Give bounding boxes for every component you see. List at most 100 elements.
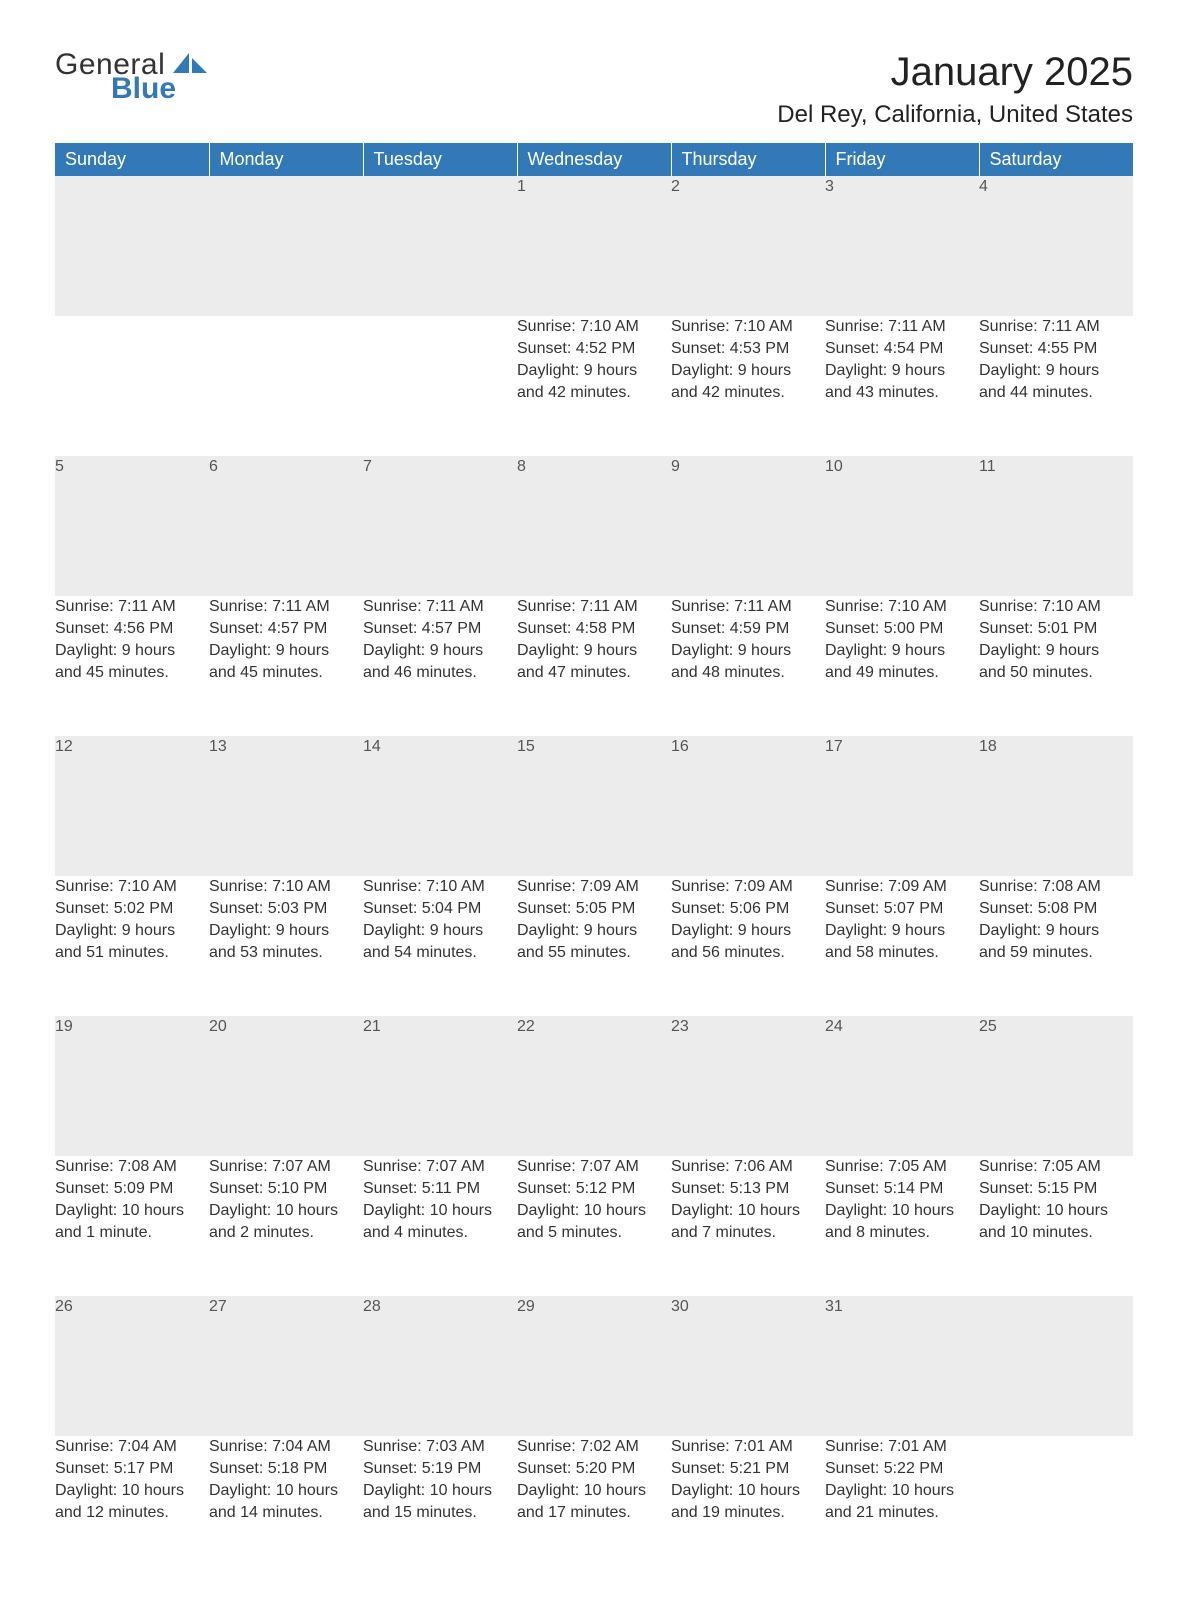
calendar-page: General Blue January 2025 Del Rey, Calif… <box>0 0 1188 1606</box>
day-l3: Daylight: 10 hours <box>825 1480 979 1502</box>
day-content-row: Sunrise: 7:10 AMSunset: 5:02 PMDaylight:… <box>55 876 1133 1016</box>
day-l1: Sunrise: 7:05 AM <box>979 1156 1133 1178</box>
day-l2: Sunset: 5:12 PM <box>517 1178 671 1200</box>
day-content-cell: Sunrise: 7:02 AMSunset: 5:20 PMDaylight:… <box>517 1436 671 1576</box>
day-l1: Sunrise: 7:07 AM <box>209 1156 363 1178</box>
day-l2: Sunset: 5:20 PM <box>517 1458 671 1480</box>
day-number-cell <box>209 176 363 316</box>
day-content-cell: Sunrise: 7:07 AMSunset: 5:12 PMDaylight:… <box>517 1156 671 1296</box>
day-l1: Sunrise: 7:10 AM <box>517 316 671 338</box>
day-l3: Daylight: 9 hours <box>671 640 825 662</box>
day-l1: Sunrise: 7:11 AM <box>825 316 979 338</box>
day-content-cell: Sunrise: 7:11 AMSunset: 4:57 PMDaylight:… <box>363 596 517 736</box>
day-content-cell: Sunrise: 7:09 AMSunset: 5:05 PMDaylight:… <box>517 876 671 1016</box>
day-l1: Sunrise: 7:09 AM <box>825 876 979 898</box>
day-content-cell: Sunrise: 7:05 AMSunset: 5:15 PMDaylight:… <box>979 1156 1133 1296</box>
day-l3: Daylight: 9 hours <box>209 920 363 942</box>
day-l1: Sunrise: 7:01 AM <box>671 1436 825 1458</box>
day-number-cell: 8 <box>517 456 671 596</box>
day-l3: Daylight: 9 hours <box>825 640 979 662</box>
day-number-row: 567891011 <box>55 456 1133 596</box>
day-l2: Sunset: 4:56 PM <box>55 618 209 640</box>
day-number-cell: 31 <box>825 1296 979 1436</box>
day-l4: and 44 minutes. <box>979 382 1133 404</box>
day-l1: Sunrise: 7:04 AM <box>55 1436 209 1458</box>
weekday-header: Friday <box>825 143 979 176</box>
day-content-cell: Sunrise: 7:10 AMSunset: 4:53 PMDaylight:… <box>671 316 825 456</box>
day-number-cell: 19 <box>55 1016 209 1156</box>
weekday-header: Sunday <box>55 143 209 176</box>
day-l4: and 50 minutes. <box>979 662 1133 684</box>
day-number-cell: 4 <box>979 176 1133 316</box>
day-l2: Sunset: 4:55 PM <box>979 338 1133 360</box>
day-l3: Daylight: 9 hours <box>979 360 1133 382</box>
day-l2: Sunset: 4:57 PM <box>209 618 363 640</box>
day-content-cell: Sunrise: 7:07 AMSunset: 5:11 PMDaylight:… <box>363 1156 517 1296</box>
day-number-cell: 28 <box>363 1296 517 1436</box>
weekday-header: Thursday <box>671 143 825 176</box>
day-l2: Sunset: 5:06 PM <box>671 898 825 920</box>
weekday-header-row: Sunday Monday Tuesday Wednesday Thursday… <box>55 143 1133 176</box>
day-number-cell: 15 <box>517 736 671 876</box>
day-content-cell <box>209 316 363 456</box>
day-content-cell: Sunrise: 7:11 AMSunset: 4:59 PMDaylight:… <box>671 596 825 736</box>
day-l3: Daylight: 10 hours <box>209 1480 363 1502</box>
day-content-cell: Sunrise: 7:03 AMSunset: 5:19 PMDaylight:… <box>363 1436 517 1576</box>
day-number-cell: 5 <box>55 456 209 596</box>
day-content-cell: Sunrise: 7:09 AMSunset: 5:07 PMDaylight:… <box>825 876 979 1016</box>
day-l2: Sunset: 5:09 PM <box>55 1178 209 1200</box>
day-content-cell: Sunrise: 7:11 AMSunset: 4:56 PMDaylight:… <box>55 596 209 736</box>
day-l4: and 58 minutes. <box>825 942 979 964</box>
day-l3: Daylight: 10 hours <box>363 1480 517 1502</box>
day-l3: Daylight: 10 hours <box>55 1480 209 1502</box>
day-l2: Sunset: 4:54 PM <box>825 338 979 360</box>
day-l4: and 51 minutes. <box>55 942 209 964</box>
day-l2: Sunset: 5:05 PM <box>517 898 671 920</box>
day-l3: Daylight: 9 hours <box>55 920 209 942</box>
day-l4: and 12 minutes. <box>55 1502 209 1524</box>
day-l4: and 49 minutes. <box>825 662 979 684</box>
weekday-header: Saturday <box>979 143 1133 176</box>
day-l3: Daylight: 9 hours <box>55 640 209 662</box>
day-l4: and 8 minutes. <box>825 1222 979 1244</box>
day-l3: Daylight: 9 hours <box>517 920 671 942</box>
day-l4: and 46 minutes. <box>363 662 517 684</box>
day-l4: and 43 minutes. <box>825 382 979 404</box>
day-l1: Sunrise: 7:10 AM <box>209 876 363 898</box>
day-l1: Sunrise: 7:07 AM <box>363 1156 517 1178</box>
day-number-cell: 6 <box>209 456 363 596</box>
day-number-row: 12131415161718 <box>55 736 1133 876</box>
day-l1: Sunrise: 7:11 AM <box>55 596 209 618</box>
day-content-cell: Sunrise: 7:04 AMSunset: 5:18 PMDaylight:… <box>209 1436 363 1576</box>
day-content-cell: Sunrise: 7:01 AMSunset: 5:22 PMDaylight:… <box>825 1436 979 1576</box>
day-number-cell: 24 <box>825 1016 979 1156</box>
day-content-cell: Sunrise: 7:10 AMSunset: 5:00 PMDaylight:… <box>825 596 979 736</box>
day-l2: Sunset: 4:59 PM <box>671 618 825 640</box>
day-l3: Daylight: 10 hours <box>517 1200 671 1222</box>
day-l2: Sunset: 5:13 PM <box>671 1178 825 1200</box>
day-content-cell: Sunrise: 7:10 AMSunset: 4:52 PMDaylight:… <box>517 316 671 456</box>
day-number-cell: 25 <box>979 1016 1133 1156</box>
day-l1: Sunrise: 7:10 AM <box>671 316 825 338</box>
day-l3: Daylight: 9 hours <box>517 360 671 382</box>
day-l4: and 42 minutes. <box>517 382 671 404</box>
day-l4: and 5 minutes. <box>517 1222 671 1244</box>
day-l2: Sunset: 4:52 PM <box>517 338 671 360</box>
day-l4: and 45 minutes. <box>55 662 209 684</box>
day-l4: and 56 minutes. <box>671 942 825 964</box>
day-l2: Sunset: 5:02 PM <box>55 898 209 920</box>
day-content-row: Sunrise: 7:11 AMSunset: 4:56 PMDaylight:… <box>55 596 1133 736</box>
day-number-cell: 14 <box>363 736 517 876</box>
day-content-cell: Sunrise: 7:07 AMSunset: 5:10 PMDaylight:… <box>209 1156 363 1296</box>
day-l2: Sunset: 5:04 PM <box>363 898 517 920</box>
day-content-row: Sunrise: 7:04 AMSunset: 5:17 PMDaylight:… <box>55 1436 1133 1576</box>
day-l4: and 2 minutes. <box>209 1222 363 1244</box>
weekday-header: Tuesday <box>363 143 517 176</box>
day-l2: Sunset: 4:53 PM <box>671 338 825 360</box>
day-l1: Sunrise: 7:02 AM <box>517 1436 671 1458</box>
day-l2: Sunset: 5:19 PM <box>363 1458 517 1480</box>
day-number-cell: 3 <box>825 176 979 316</box>
day-l3: Daylight: 9 hours <box>517 640 671 662</box>
location-subtitle: Del Rey, California, United States <box>55 101 1133 129</box>
day-l3: Daylight: 10 hours <box>363 1200 517 1222</box>
